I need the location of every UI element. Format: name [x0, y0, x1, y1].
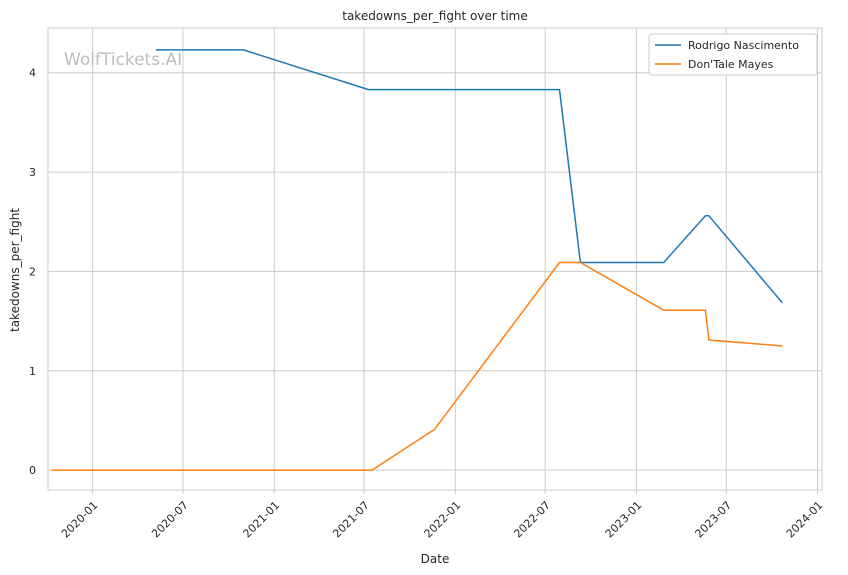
series-line-1	[155, 49, 783, 304]
legend-label: Rodrigo Nascimento	[688, 39, 799, 52]
plot-area-border	[47, 27, 823, 491]
x-tick-label: 2021-01	[241, 499, 283, 541]
x-axis-label: Date	[421, 552, 450, 566]
watermark: WolfTickets.AI	[64, 50, 182, 70]
series-lines	[51, 49, 783, 471]
legend-frame	[648, 33, 818, 76]
y-tick-label: 4	[29, 67, 36, 80]
chart-title: takedowns_per_fight over time	[342, 9, 528, 23]
x-axis: 2020-01 2020-07 2021-01 2021-07 2022-01 2022-…	[59, 490, 826, 541]
x-tick-label: 2021-07	[330, 499, 372, 541]
x-tick-label: 2020-01	[59, 499, 101, 541]
y-axis: 0 1 2 3 4	[29, 67, 36, 477]
x-tick-label: 2022-07	[511, 499, 553, 541]
y-tick-label: 3	[29, 166, 36, 179]
x-tick-label: 2024-01	[784, 499, 826, 541]
legend: Rodrigo Nascimento Don'Tale Mayes	[648, 33, 818, 76]
plot-frame	[47, 27, 823, 491]
y-tick-label: 1	[29, 365, 36, 378]
series-line-2	[51, 261, 783, 471]
legend-label: Don'Tale Mayes	[688, 58, 774, 71]
x-tick-label: 2023-07	[693, 499, 735, 541]
y-tick-label: 0	[29, 464, 36, 477]
y-tick-label: 2	[29, 265, 36, 278]
y-axis-label: takedowns_per_fight	[8, 208, 22, 332]
x-tick-label: 2022-01	[422, 499, 464, 541]
x-tick-label: 2020-07	[149, 499, 191, 541]
grid	[48, 28, 822, 490]
x-tick-label: 2023-01	[603, 499, 645, 541]
